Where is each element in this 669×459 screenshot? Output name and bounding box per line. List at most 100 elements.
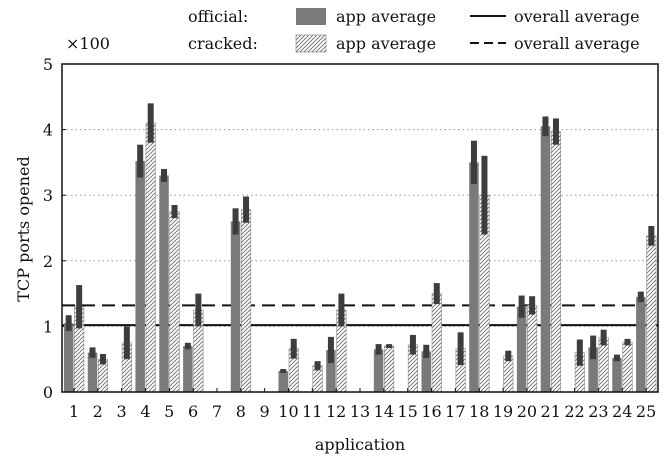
y-tick-label: 1 [43,317,53,336]
x-tick-label: 14 [374,402,394,421]
legend-swatch-official-app-average [296,8,326,25]
cracked-error-bar [386,344,393,349]
official-bar [159,175,169,392]
official-error-bar [161,168,168,183]
plot-frame [61,63,659,393]
x-tick-label: 24 [612,402,632,421]
cracked-error-bar [648,226,655,246]
cracked-error-bar [552,118,559,145]
y-multiplier: ×100 [66,34,110,53]
official-error-bar [232,208,239,235]
cracked-error-bar [409,334,416,355]
legend-swatch-cracked-app-average [295,34,327,53]
x-tick-label: 10 [278,402,298,421]
legend-label-official-overall-average: overall average [514,7,640,26]
cracked-error-bar [123,326,130,360]
x-tick-label: 2 [93,402,103,421]
official-error-bar [590,335,597,360]
official-error-bar [518,295,525,318]
official-error-bar [423,344,430,358]
cracked-bar [384,345,395,393]
cracked-bar [622,341,633,393]
official-error-bar [184,342,191,350]
x-axis-label: application [315,435,405,454]
official-error-bar [542,116,549,137]
cracked-error-bar [529,296,536,315]
cracked-bar [169,211,180,393]
x-tick-label: 22 [564,402,584,421]
x-tick-label: 5 [164,402,174,421]
cracked-error-bar [243,196,250,223]
official-bar [183,346,193,392]
x-tick-label: 12 [326,402,346,421]
legend-label-cracked-overall-average: overall average [514,34,640,53]
official-bar [516,306,527,392]
legend-row-cracked: cracked: [188,34,258,53]
cracked-bar [241,209,252,393]
y-tick-label: 2 [43,252,53,271]
x-tick-label: 17 [445,402,465,421]
official-error-bar [89,347,96,358]
legend-label-cracked-app-average: app average [336,34,436,53]
legend-row-official: official: [188,7,248,26]
official-bar [326,350,336,392]
official-bar [278,371,288,392]
cracked-error-bar [624,338,631,346]
y-tick-label: 3 [43,186,53,205]
cracked-bar [431,293,442,393]
x-axis-ticks: 1 2 3 4 5 6 7 8 9 10 11 12 13 14 15 16 17 18 19 20 21 22 23 24 2… [69,388,656,421]
x-tick-label: 19 [493,402,513,421]
official-bar [135,161,145,392]
official-bar [230,221,241,392]
x-tick-label: 1 [69,402,79,421]
official-bar [612,357,622,392]
official-error-bar [280,369,287,373]
official-bar [588,347,598,392]
cracked-bar [145,122,156,393]
official-error-bar [375,344,382,355]
cracked-bar [503,355,514,393]
cracked-error-bar [433,283,440,305]
official-error-bar [65,315,72,331]
x-tick-label: 25 [636,402,656,421]
official-error-bar [137,144,144,178]
cracked-bar [527,305,538,393]
y-tick-label: 4 [43,121,53,140]
cracked-error-bar [171,205,178,219]
cracked-error-bar [600,329,607,346]
official-bar [540,126,551,392]
cracked-error-bar [147,103,154,143]
bars [63,103,657,393]
cracked-error-bar [100,353,107,365]
cracked-bar [646,235,657,393]
official-bar [87,352,98,392]
cracked-error-bar [481,155,488,235]
official-error-bar [637,291,644,303]
cracked-error-bar [338,293,345,327]
x-tick-label: 7 [212,402,222,421]
cracked-error-bar [76,285,83,329]
cracked-bar [598,337,609,393]
x-tick-label: 20 [517,402,537,421]
official-bar [636,296,646,392]
x-tick-label: 21 [541,402,561,421]
cracked-bar [550,131,562,393]
x-tick-label: 4 [140,402,150,421]
x-tick-label: 6 [188,402,198,421]
cracked-error-bar [576,339,583,366]
x-tick-label: 3 [117,402,127,421]
legend-label-official-app-average: app average [336,7,436,26]
cracked-error-bar [505,350,512,362]
y-tick-label: 5 [43,55,53,74]
x-tick-label: 16 [421,402,441,421]
x-tick-label: 8 [236,402,246,421]
cracked-error-bar [457,332,464,366]
official-bar [373,349,384,392]
x-tick-label: 11 [302,402,322,421]
cracked-error-bar [195,293,202,327]
cracked-error-bar [314,361,321,371]
cracked-error-bar [290,338,297,359]
official-bar [63,323,74,392]
x-tick-label: 13 [350,402,370,421]
x-tick-label: 15 [398,402,418,421]
